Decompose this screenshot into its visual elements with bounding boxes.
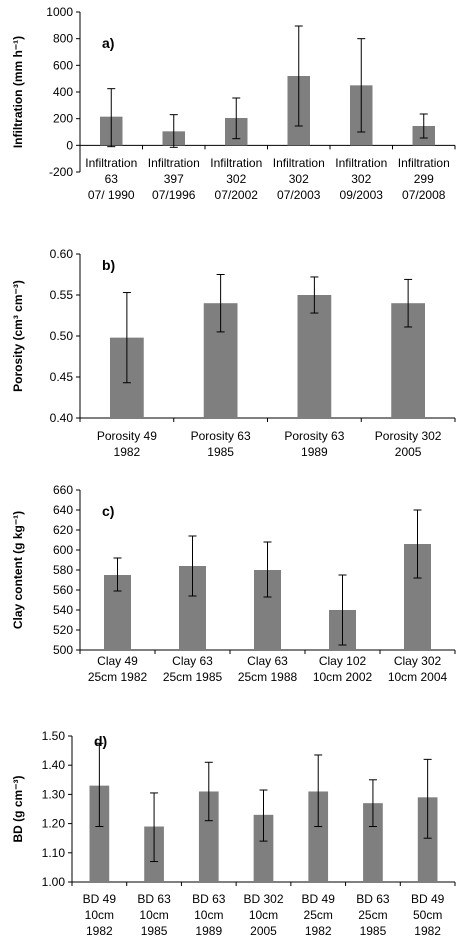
- y-tick-label: 540: [53, 603, 73, 617]
- panel-label: a): [102, 35, 114, 51]
- category-label: BD 302 10cm 2005: [243, 892, 283, 938]
- y-tick-label: 1000: [46, 5, 73, 19]
- y-tick-label: 1.10: [42, 846, 66, 860]
- panel-b: 0.40 0.45 0.50 0.55 0.60 Porosity 49 1982 Poros…: [11, 247, 456, 459]
- category-label: Infiltration 302 09/2003: [335, 156, 387, 202]
- y-tick-label: 600: [53, 58, 73, 72]
- y-tick-label: -200: [49, 165, 73, 179]
- category-label: Porosity 63 1989: [284, 429, 344, 459]
- y-tick-label: 400: [53, 85, 73, 99]
- panel-d: 1.00 1.10 1.20 1.30 1.40 1.50 BD 49 10cm 1982 BD …: [11, 729, 456, 938]
- category-label: Porosity 63 1985: [191, 429, 251, 459]
- y-tick-label: 560: [53, 583, 73, 597]
- y-tick-label: 0.60: [50, 247, 74, 261]
- category-label: BD 49 25cm 1982: [302, 892, 336, 938]
- y-tick-label: 520: [53, 623, 73, 637]
- bar: [417, 797, 438, 882]
- category-label: Clay 63 25cm 1985: [163, 654, 223, 684]
- y-axis-title: Clay content (g kg⁻¹): [11, 511, 25, 629]
- category-label: BD 49 10cm 1982: [83, 892, 117, 938]
- y-tick-label: 0.50: [50, 329, 74, 343]
- y-axis-title: Porosity (cm³ cm⁻³): [11, 280, 25, 392]
- y-tick-label: 200: [53, 112, 73, 126]
- category-label: BD 63 25cm 1985: [356, 892, 390, 938]
- y-tick-label: 620: [53, 523, 73, 537]
- category-label: Infiltration 63 07/ 1990: [85, 156, 137, 202]
- y-tick-label: 660: [53, 483, 73, 497]
- y-tick-label: 1.30: [42, 787, 66, 801]
- category-label: Clay 49 25cm 1982: [88, 654, 148, 684]
- y-tick-label: 0.55: [50, 288, 74, 302]
- panel-label: d): [94, 733, 107, 749]
- panel-label: b): [102, 257, 115, 273]
- category-label: Infiltration 302 07/2003: [273, 156, 325, 202]
- bar: [363, 803, 383, 882]
- y-tick-label: 580: [53, 563, 73, 577]
- category-label: Porosity 302 2005: [375, 429, 442, 459]
- bar: [89, 785, 110, 882]
- panel-c: 500 520 540 560 580 600 620 640 660 Clay 49 25cm 1…: [11, 483, 456, 684]
- y-tick-label: 800: [53, 32, 73, 46]
- bar: [297, 295, 332, 418]
- bar: [308, 791, 329, 882]
- y-tick-label: 600: [53, 543, 73, 557]
- y-tick-label: 1.40: [42, 758, 66, 772]
- category-label: BD 49 50cm 1982: [411, 892, 445, 938]
- panel-label: c): [102, 503, 114, 519]
- panel-a: -200 0 200 400 600 800 1000 Infiltration 63 07/ 1…: [11, 5, 456, 202]
- category-label: Infiltration 302 07/2002: [210, 156, 262, 202]
- y-tick-label: 0.45: [50, 370, 74, 384]
- y-tick-label: 1.00: [42, 875, 66, 889]
- category-label: BD 63 10cm 1985: [137, 892, 171, 938]
- bar: [253, 814, 274, 882]
- category-label: Infiltration 299 07/2008: [398, 156, 450, 202]
- category-label: Clay 302 10cm 2004: [388, 654, 448, 684]
- y-axis-title: BD (g cm⁻³): [11, 776, 25, 843]
- y-tick-label: 640: [53, 503, 73, 517]
- category-label: Porosity 49 1982: [97, 429, 157, 459]
- y-tick-label: 0: [66, 138, 73, 152]
- y-tick-label: 1.20: [42, 817, 66, 831]
- bar: [198, 791, 219, 882]
- y-axis-title: Infiltration (mm h⁻¹): [11, 36, 25, 148]
- y-tick-label: 500: [53, 643, 73, 657]
- y-tick-label: 1.50: [42, 729, 66, 743]
- category-label: Clay 63 25cm 1988: [238, 654, 298, 684]
- category-label: BD 63 10cm 1989: [192, 892, 226, 938]
- category-label: Infiltration 397 07/1996: [148, 156, 200, 202]
- category-label: Clay 102 10cm 2002: [313, 654, 373, 684]
- y-tick-label: 0.40: [50, 411, 74, 425]
